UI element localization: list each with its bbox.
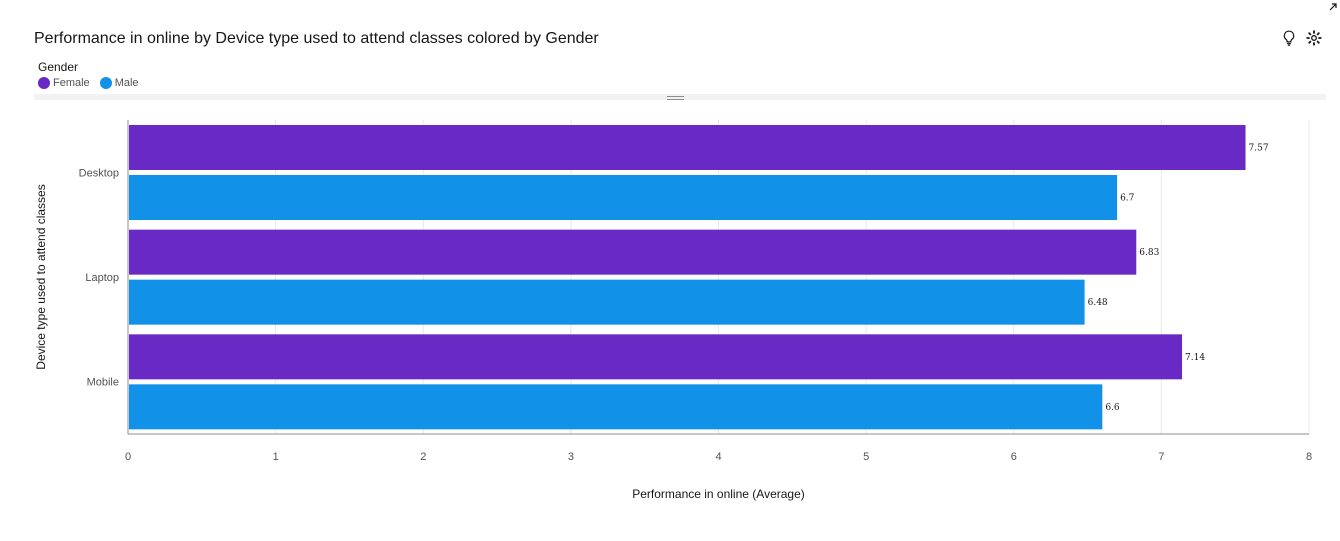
chart-title: Performance in online by Device type use…: [34, 30, 599, 47]
legend-title: Gender: [38, 60, 79, 74]
x-tick-label: 1: [273, 451, 279, 463]
chart-toolbar: [1282, 30, 1322, 46]
legend-label-female: Female: [53, 77, 90, 89]
data-label: 6.7: [1120, 194, 1135, 204]
resize-grip-icon[interactable]: [667, 96, 684, 100]
legend-item-male[interactable]: Male: [99, 77, 139, 89]
x-tick-label: 8: [1306, 451, 1312, 463]
legend: Gender Female Male: [38, 60, 139, 89]
x-tick-label: 7: [1158, 451, 1164, 463]
x-tick-label: 5: [863, 451, 869, 463]
bar-male-laptop: [129, 279, 1085, 325]
bar-female-mobile: [129, 334, 1183, 380]
bar-male-desktop: [129, 175, 1118, 220]
x-tick-label: 6: [1011, 451, 1017, 463]
y-tick-label: Laptop: [85, 272, 119, 284]
legend-swatch-male: [99, 77, 112, 89]
y-tick-label: Mobile: [87, 377, 119, 389]
y-tick-label: Desktop: [79, 167, 119, 179]
x-tick-label: 2: [420, 451, 426, 463]
x-tick-label: 3: [568, 451, 574, 463]
y-axis-title: Device type used to attend classes: [34, 184, 48, 369]
bar-female-laptop: [129, 229, 1137, 275]
legend-label-male: Male: [114, 77, 139, 89]
bar-male-mobile: [129, 384, 1103, 430]
legend-swatch-female: [38, 77, 50, 89]
expand-arrow-icon[interactable]: [1328, 2, 1338, 12]
data-label: 7.14: [1185, 353, 1205, 363]
panel-divider: [34, 94, 1326, 100]
bar-female-desktop: [129, 125, 1246, 170]
lightbulb-icon[interactable]: [1282, 30, 1296, 46]
data-label: 6.48: [1088, 298, 1108, 308]
legend-item-female[interactable]: Female: [38, 77, 90, 89]
x-tick-label: 4: [715, 451, 721, 463]
x-tick-label: 0: [125, 451, 131, 463]
data-label: 7.57: [1249, 144, 1269, 154]
x-axis-title: Performance in online (Average): [632, 487, 805, 501]
settings-icon[interactable]: [1306, 30, 1322, 46]
data-label: 6.83: [1139, 248, 1159, 258]
data-label: 6.6: [1105, 403, 1120, 413]
